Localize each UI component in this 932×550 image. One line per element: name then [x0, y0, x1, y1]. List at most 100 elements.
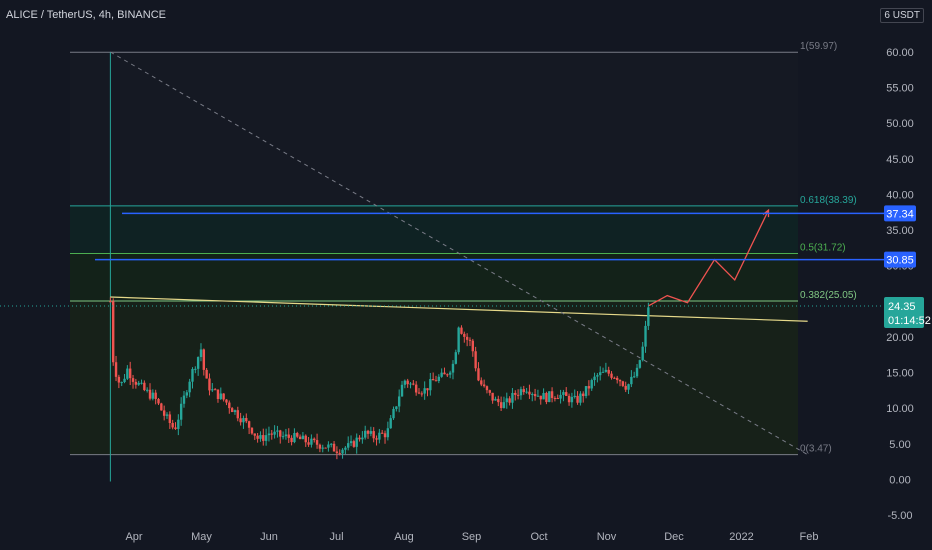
candle-body [556, 398, 559, 400]
candle-body [471, 340, 475, 352]
fib-label: 0(3.47) [800, 444, 832, 455]
candle-body [120, 382, 123, 384]
candle-body [293, 433, 296, 443]
price-badge: 37.34 [884, 205, 916, 222]
candle-body [256, 435, 259, 439]
candle-body [420, 393, 424, 395]
candle-body [429, 378, 432, 391]
candle-body [567, 395, 571, 403]
candle-body [222, 393, 225, 400]
candle-body [202, 349, 206, 370]
candle-body [318, 444, 322, 449]
candle-body [245, 417, 248, 422]
candle-body [250, 427, 254, 434]
candle-body [123, 378, 126, 383]
candle-body [154, 392, 157, 399]
candle-body [434, 380, 438, 382]
fib-label: 0.382(25.05) [800, 290, 857, 301]
candle-body [579, 393, 582, 403]
candle-body [533, 394, 537, 397]
y-tick-label: 0.00 [889, 474, 910, 486]
candle-body [330, 443, 333, 445]
candle-body [542, 393, 545, 400]
y-tick-label: 5.00 [889, 439, 910, 451]
candle-body [536, 395, 540, 397]
unit-badge[interactable]: 6 USDT [880, 8, 924, 23]
candle-body [276, 430, 279, 432]
candle-body [112, 301, 115, 363]
candle-body [239, 418, 242, 423]
candle-body [253, 433, 256, 436]
x-tick-label: Aug [394, 531, 414, 543]
candle-body [406, 380, 409, 385]
candle-body [593, 376, 596, 381]
candle-body [440, 372, 443, 377]
candle-body [499, 402, 503, 408]
x-tick-label: Dec [664, 531, 684, 543]
candle-body [321, 447, 324, 449]
candle-body [131, 378, 135, 382]
candle-body [315, 440, 319, 445]
candle-body [553, 397, 557, 399]
candle-body [576, 395, 579, 403]
candle-body [213, 389, 217, 391]
candle-body [397, 396, 401, 407]
price-badge: 30.85 [884, 251, 916, 268]
candle-body [259, 435, 262, 439]
y-tick-label: 35.00 [886, 225, 914, 237]
candle-body [522, 389, 525, 393]
candle-body [162, 410, 166, 416]
candle-body [624, 385, 627, 390]
candle-body [423, 388, 426, 394]
candle-body [516, 394, 520, 396]
candle-body [587, 386, 591, 389]
candle-body [196, 357, 200, 369]
candle-body [644, 325, 647, 347]
candle-body [502, 402, 506, 408]
candle-body [613, 377, 616, 379]
candle-body [426, 388, 429, 391]
candle-body [267, 433, 271, 436]
candle-body [114, 362, 118, 377]
candle-body [313, 438, 316, 441]
candle-body [157, 398, 160, 404]
candle-body [457, 327, 460, 353]
candle-body [199, 349, 203, 358]
candle-body [324, 447, 327, 449]
candle-body [188, 381, 191, 393]
candle-body [352, 441, 356, 447]
price-badges: 37.34 30.85 24.35 01:14:52 [884, 205, 931, 328]
candle-body [621, 381, 625, 386]
candle-body [338, 453, 341, 455]
candle-body [403, 380, 407, 385]
price-badge-label: 30.85 [886, 255, 914, 267]
candle-body [126, 368, 129, 379]
candle-body [290, 437, 293, 443]
candle-body [607, 369, 610, 374]
candle-body [582, 393, 585, 397]
candle-body [335, 451, 339, 454]
candle-body [482, 384, 486, 387]
y-tick-label: 10.00 [886, 403, 914, 415]
x-tick-label: Nov [597, 531, 617, 543]
candle-body [446, 374, 449, 376]
candle-body [508, 398, 511, 403]
projection-line [648, 209, 770, 307]
price-badge-bg [884, 205, 916, 222]
candle-body [630, 376, 633, 385]
candle-body [233, 410, 237, 413]
candle-body [647, 307, 650, 326]
candle-body [219, 393, 223, 399]
candle-body [468, 339, 472, 341]
candle-body [358, 437, 361, 440]
fib-label: 1(59.97) [800, 41, 837, 52]
candle-body [369, 431, 373, 434]
price-badge-label: 37.34 [886, 208, 914, 220]
candle-body [304, 435, 307, 443]
candle-body [307, 442, 310, 445]
candle-body [451, 363, 455, 373]
fib-label: 0.618(38.39) [800, 195, 857, 206]
candle-body [366, 430, 370, 434]
candle-body [491, 392, 494, 401]
